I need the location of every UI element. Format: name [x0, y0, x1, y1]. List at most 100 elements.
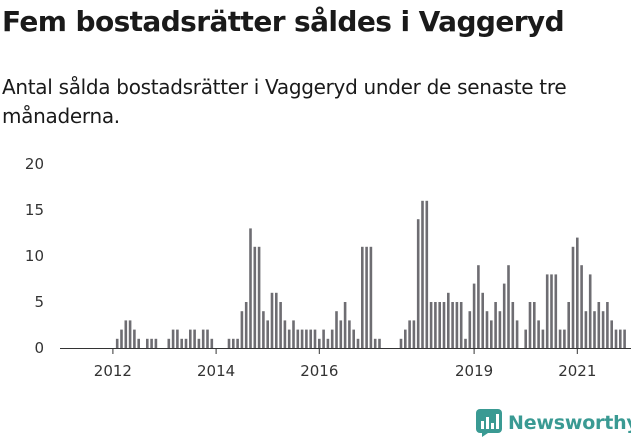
bar	[305, 329, 308, 348]
x-tick-label: 2014	[197, 362, 235, 380]
bar	[502, 283, 506, 348]
bar	[171, 329, 175, 348]
bar	[442, 302, 446, 348]
bar	[244, 302, 248, 348]
bar	[558, 329, 562, 348]
bar	[193, 329, 196, 348]
bar	[524, 329, 527, 348]
bar	[481, 292, 484, 348]
bar	[468, 311, 472, 348]
bar	[201, 329, 205, 348]
bar	[515, 320, 519, 348]
bar	[313, 329, 317, 348]
bar	[253, 246, 257, 348]
bar	[511, 302, 515, 348]
bar	[601, 311, 605, 348]
bar	[537, 320, 540, 348]
bar	[232, 338, 235, 348]
bar	[455, 302, 459, 348]
x-tick-label: 2019	[455, 362, 493, 380]
bar	[606, 302, 609, 348]
bar	[614, 329, 618, 348]
bar	[494, 302, 497, 348]
bar	[335, 311, 338, 348]
bar	[477, 265, 480, 348]
bar	[309, 329, 312, 348]
y-tick-label: 0	[34, 339, 44, 357]
bar	[459, 302, 463, 348]
bar	[184, 338, 188, 348]
bar	[322, 329, 325, 348]
bar	[567, 302, 570, 348]
x-tick-label: 2016	[300, 362, 338, 380]
bar	[356, 338, 360, 348]
bar	[167, 338, 171, 348]
bar	[584, 311, 588, 348]
bar	[120, 329, 123, 348]
bar	[270, 292, 274, 348]
y-tick-label: 5	[34, 293, 44, 311]
bar	[597, 302, 601, 348]
bar	[300, 329, 304, 348]
bar	[533, 302, 536, 348]
bar	[133, 329, 136, 348]
bar	[275, 292, 278, 348]
bar	[115, 338, 119, 348]
bar	[210, 338, 214, 348]
bar	[528, 302, 532, 348]
bar	[279, 302, 282, 348]
bar	[373, 338, 377, 348]
bar	[498, 311, 502, 348]
x-axis: 2012201420162019202120232025	[60, 348, 631, 380]
bar	[283, 320, 287, 348]
bar	[554, 274, 558, 348]
bar	[287, 329, 291, 348]
bar-series	[115, 200, 626, 348]
bar	[189, 329, 192, 348]
bar	[438, 302, 441, 348]
bar	[257, 246, 261, 348]
bar	[326, 338, 330, 348]
bar	[266, 320, 269, 348]
bar	[343, 302, 347, 348]
bar	[576, 237, 579, 348]
bar	[369, 246, 373, 348]
bar	[490, 320, 493, 348]
bar	[416, 219, 420, 348]
bar	[262, 311, 265, 348]
bar	[593, 311, 596, 348]
bar	[404, 329, 407, 348]
bar	[236, 338, 239, 348]
bar	[176, 329, 179, 348]
bar	[447, 292, 450, 348]
y-tick-label: 20	[25, 155, 44, 173]
bar	[412, 320, 416, 348]
chart-subtitle: Antal sålda bostadsrätter i Vaggeryd und…	[2, 75, 567, 128]
bar	[137, 338, 140, 348]
bar	[610, 320, 613, 348]
bar	[472, 283, 476, 348]
y-tick-label: 15	[25, 201, 44, 219]
bar	[421, 200, 424, 348]
bar	[197, 338, 201, 348]
bar	[318, 338, 321, 348]
bar	[240, 311, 244, 348]
y-axis: 0 5 10 15 20	[25, 155, 44, 357]
bar	[464, 338, 467, 348]
bar	[545, 274, 549, 348]
chart-title: Fem bostadsrätter såldes i Vaggeryd	[2, 5, 565, 38]
bar	[399, 338, 403, 348]
bar	[227, 338, 231, 348]
newsworthy-chart-icon	[476, 409, 502, 437]
bar	[563, 329, 566, 348]
x-tick-label: 2021	[558, 362, 596, 380]
brand-name: Newsworthy	[508, 412, 631, 434]
bar	[206, 329, 209, 348]
bar	[550, 274, 553, 348]
bar	[154, 338, 158, 348]
bar	[330, 329, 334, 348]
bar	[619, 329, 622, 348]
newsworthy-logo: Newsworthy	[476, 408, 631, 438]
bar	[339, 320, 343, 348]
